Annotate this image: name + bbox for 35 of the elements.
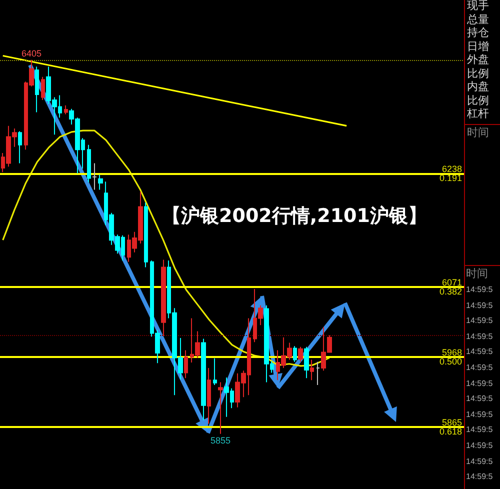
- y2-tick-label: 0.500: [439, 356, 462, 367]
- y-tick-label: 5968: [442, 348, 462, 358]
- text: 14:59:5: [466, 315, 494, 328]
- text: 比例: [467, 94, 490, 108]
- y2-tick-label: 0.618: [439, 426, 462, 437]
- text: 14:59:5: [466, 362, 494, 374]
- text: 14:59:5: [466, 300, 494, 312]
- text: 内盘: [467, 81, 490, 94]
- text: 总量: [467, 14, 490, 27]
- text: 【沪银2002行情,2101沪银】: [162, 204, 427, 229]
- text: 14:59:5: [466, 456, 494, 468]
- annotation: 5855: [210, 435, 231, 446]
- text: 持仓: [467, 27, 490, 40]
- y2-tick-label: 0.382: [439, 286, 462, 296]
- text: 时间: [466, 267, 489, 282]
- text: 日增: [467, 40, 490, 54]
- y2-tick-label: 0.191: [439, 172, 462, 183]
- text: 14:59:5: [466, 471, 494, 484]
- annotation: 6405: [21, 48, 42, 58]
- text: 14:59:5: [466, 440, 494, 452]
- text: 外盘: [467, 54, 490, 68]
- text: 现手: [467, 0, 490, 14]
- text: 14:59:5: [466, 346, 494, 358]
- y-tick-label: 6238: [442, 164, 462, 174]
- text: 14:59:5: [466, 393, 494, 406]
- text: 时间: [465, 125, 500, 266]
- text: 14:59:5: [466, 408, 494, 421]
- y-tick-label: 5865: [442, 418, 462, 428]
- text: 比例: [467, 68, 490, 81]
- text: 14:59:5: [466, 378, 494, 390]
- text: 14:59:5: [466, 284, 494, 296]
- text: 14:59:5: [466, 424, 494, 436]
- text: 14:59:5: [466, 330, 494, 343]
- text: 杠杆: [467, 108, 490, 122]
- y-tick-label: 6071: [442, 278, 462, 288]
